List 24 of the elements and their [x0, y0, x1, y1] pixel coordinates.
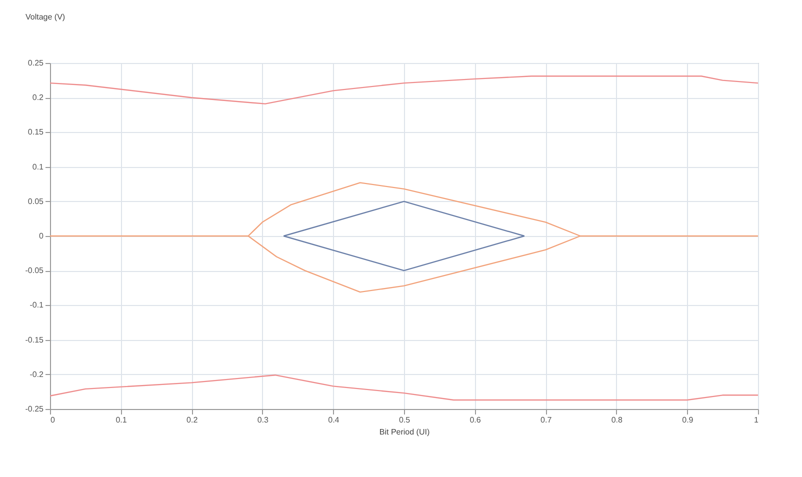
y-tick-label: 0.25: [28, 58, 44, 68]
x-tick-label: 0.7: [540, 416, 552, 424]
y-tick-label: -0.2: [30, 370, 44, 379]
x-tick-label: 1: [754, 416, 760, 424]
x-tick-label: 0.8: [611, 416, 624, 424]
x-tick-label: 0.9: [682, 416, 694, 424]
y-tick-label: -0.1: [30, 300, 44, 310]
y-tick-label: -0.15: [25, 335, 44, 344]
y-tick-label: 0.15: [28, 128, 44, 137]
y-axis-title: Voltage (V): [26, 12, 66, 22]
y-tick-label: -0.25: [25, 404, 44, 414]
y-tick-label: -0.05: [25, 266, 44, 276]
x-tick-label: 0.4: [328, 416, 340, 424]
x-tick-label: 0.5: [398, 416, 411, 424]
y-tick-label: 0.05: [28, 196, 44, 206]
x-tick-label: 0.3: [257, 416, 270, 424]
x-tick-label: 0.6: [470, 416, 482, 424]
x-axis-title: Bit Period (UI): [379, 428, 430, 436]
y-tick-label: 0.2: [32, 93, 44, 102]
x-tick-label: 0.1: [116, 416, 128, 424]
y-tick-label: 0.1: [32, 162, 44, 172]
x-tick-label: 0.2: [186, 416, 198, 424]
y-tick-label: 0: [39, 232, 44, 240]
x-tick-label: 0: [50, 416, 56, 424]
